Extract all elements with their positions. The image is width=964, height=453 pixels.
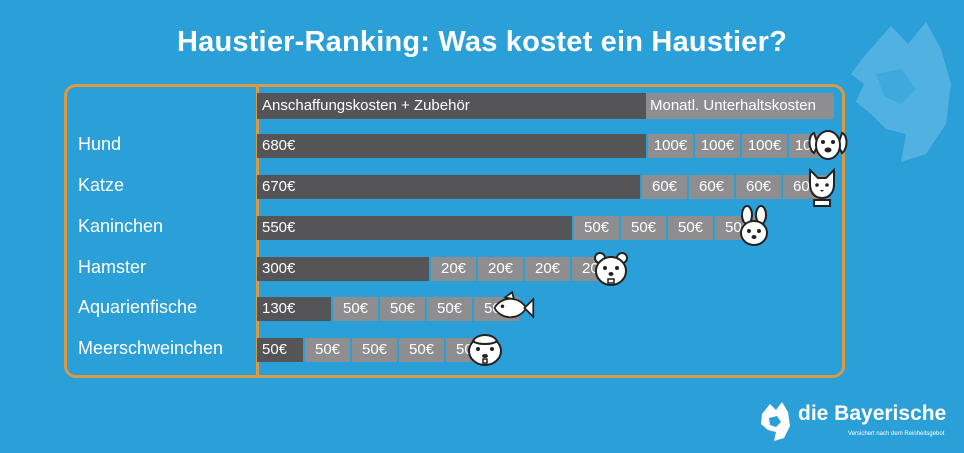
guinea-pig-icon <box>463 327 507 371</box>
brand-tagline: Versichert nach dem Reinheitsgebot <box>848 431 945 437</box>
monthly-cost-segment: 50€ <box>572 216 619 240</box>
monthly-cost-segment: 50€ <box>619 216 666 240</box>
purchase-cost-bar: 300€ <box>257 257 429 281</box>
monthly-cost-segment: 50€ <box>331 297 378 321</box>
hamster-icon <box>589 246 633 290</box>
lion-logo-icon <box>761 402 790 441</box>
legend-monthly-costs: Monatl. Unterhaltskosten <box>646 93 834 119</box>
purchase-cost-bar: 50€ <box>257 338 303 362</box>
chart-frame <box>64 84 845 378</box>
page-title: Haustier-Ranking: Was kostet ein Haustie… <box>176 26 787 58</box>
monthly-cost-segment: 100€ <box>740 134 787 158</box>
monthly-cost-segment: 20€ <box>523 257 570 281</box>
monthly-cost-segment: 50€ <box>425 297 472 321</box>
monthly-cost-segment: 100€ <box>646 134 693 158</box>
purchase-cost-bar: 670€ <box>257 175 640 199</box>
purchase-cost-bar: 680€ <box>257 134 646 158</box>
monthly-cost-segment: 50€ <box>397 338 444 362</box>
rabbit-icon <box>732 205 776 249</box>
monthly-cost-segment: 60€ <box>734 175 781 199</box>
monthly-cost-segment: 50€ <box>666 216 713 240</box>
dog-icon <box>806 123 850 167</box>
legend-purchase-costs: Anschaffungskosten + Zubehör <box>257 93 646 119</box>
monthly-cost-segment: 60€ <box>640 175 687 199</box>
cat-icon <box>800 164 844 208</box>
category-label: Katze <box>78 175 125 195</box>
monthly-cost-segment: 20€ <box>429 257 476 281</box>
brand-name: die Bayerische <box>798 402 947 425</box>
purchase-cost-bar: 130€ <box>257 297 331 321</box>
category-label: Hund <box>78 134 122 154</box>
fish-icon <box>491 286 535 330</box>
lion-watermark-icon <box>851 22 951 162</box>
category-label: Hamster <box>78 257 147 277</box>
monthly-cost-segment: 20€ <box>476 257 523 281</box>
monthly-cost-segment: 60€ <box>687 175 734 199</box>
monthly-cost-segment: 50€ <box>303 338 350 362</box>
category-label: Kaninchen <box>78 216 164 236</box>
category-label: Aquarienfische <box>78 297 198 317</box>
monthly-cost-segment: 50€ <box>350 338 397 362</box>
purchase-cost-bar: 550€ <box>257 216 572 240</box>
monthly-cost-segment: 50€ <box>378 297 425 321</box>
brand-logo: die Bayerische Versichert nach dem Reinh… <box>758 400 958 450</box>
category-label: Meerschweinchen <box>78 338 224 358</box>
monthly-cost-segment: 100€ <box>693 134 740 158</box>
